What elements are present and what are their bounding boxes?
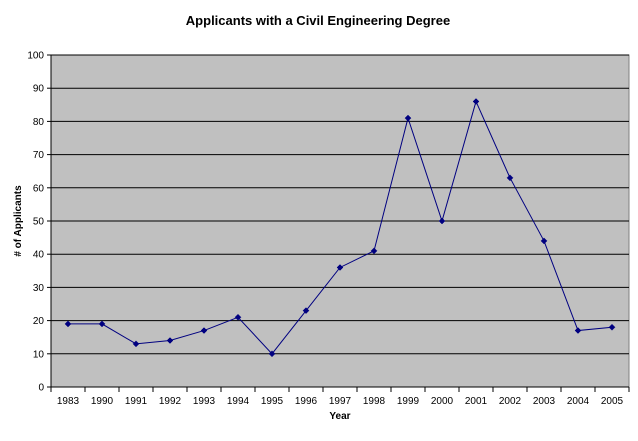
y-tick-label: 70 [33, 150, 45, 161]
data-point [166, 337, 174, 344]
x-tick-label: 1999 [397, 396, 420, 407]
data-point [574, 327, 582, 334]
series-layer [64, 98, 616, 358]
data-point [370, 247, 378, 255]
x-tick-label: 1994 [227, 396, 250, 407]
data-point [336, 264, 344, 271]
x-tick-label: 1993 [193, 396, 216, 407]
data-point [506, 174, 514, 182]
x-tick-label: 2001 [465, 396, 488, 407]
y-tick-label: 60 [33, 183, 45, 194]
y-tick-label: 10 [33, 349, 45, 360]
x-tick-label: 1991 [125, 396, 148, 407]
y-tick-label: 100 [27, 51, 44, 62]
data-point [268, 350, 276, 358]
x-tick-label: 1997 [329, 396, 352, 407]
chart-title: Applicants with a Civil Engineering Degr… [186, 13, 450, 28]
x-tick-label: 1998 [363, 396, 386, 407]
data-point [98, 320, 106, 328]
y-axis-ticks: 0 10 20 30 40 50 60 70 80 90 100 [27, 51, 52, 394]
x-tick-label: 1990 [91, 396, 114, 407]
y-tick-label: 90 [33, 84, 45, 95]
x-tick-label: 1983 [57, 396, 80, 407]
x-tick-label: 2003 [533, 396, 556, 407]
data-point [404, 114, 412, 122]
data-point [234, 313, 242, 321]
x-axis-title: Year [329, 411, 350, 422]
data-point [302, 307, 310, 314]
x-tick-label: 2000 [431, 396, 454, 407]
data-point [438, 217, 446, 225]
data-point [64, 320, 72, 328]
x-tick-label: 1995 [261, 396, 284, 407]
y-tick-label: 80 [33, 117, 45, 128]
data-point [608, 323, 616, 331]
data-point [472, 98, 480, 105]
x-tick-label: 1992 [159, 396, 182, 407]
y-axis-title: # of Applicants [13, 185, 24, 257]
data-point [200, 327, 208, 334]
y-tick-label: 40 [33, 250, 45, 261]
x-tick-label: 2005 [601, 396, 624, 407]
x-tick-label: 2002 [499, 396, 522, 407]
y-tick-label: 20 [33, 316, 45, 327]
y-tick-label: 50 [33, 217, 45, 228]
x-tick-label: 2004 [567, 396, 590, 407]
gridlines [51, 54, 629, 355]
x-axis-ticks: 1983 1990 1991 1992 1993 1994 1995 1996 1997 1998… [50, 386, 630, 407]
y-tick-label: 30 [33, 283, 45, 294]
data-point [540, 237, 548, 245]
data-point [132, 340, 140, 348]
y-tick-label: 0 [38, 383, 44, 394]
x-tick-label: 1996 [295, 396, 318, 407]
